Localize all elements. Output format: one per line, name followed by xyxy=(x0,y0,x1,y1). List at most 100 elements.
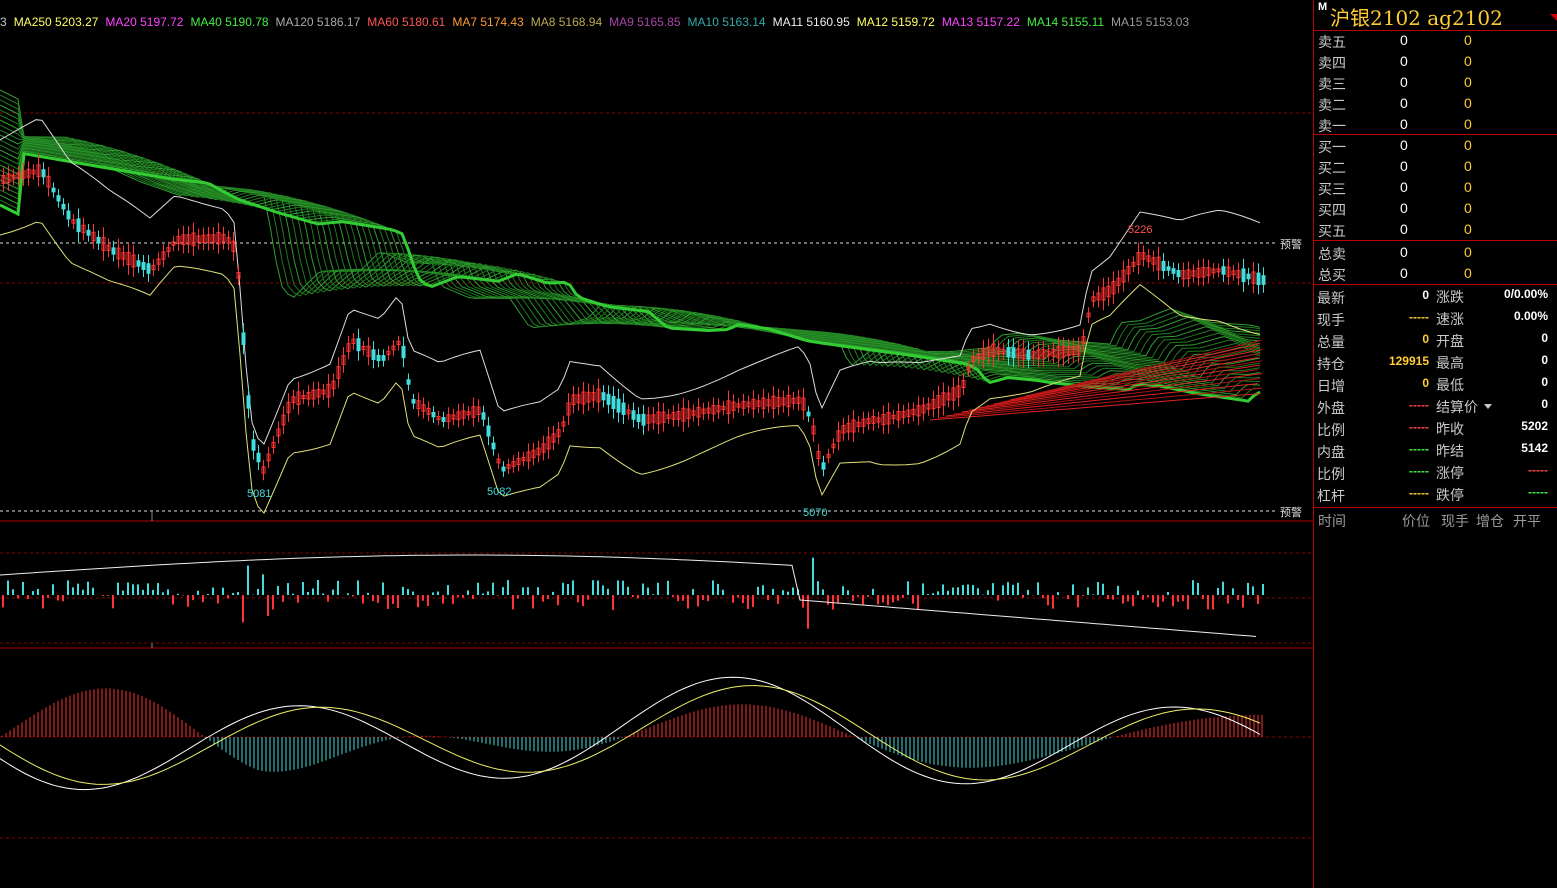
volume-bar xyxy=(1187,595,1189,610)
candle-body xyxy=(86,229,91,236)
order-book-row[interactable]: 卖五 0 0 xyxy=(1314,30,1557,51)
volume-bar xyxy=(967,584,969,595)
order-book-row[interactable]: 卖三 0 0 xyxy=(1314,72,1557,93)
volume-bar xyxy=(32,591,34,595)
volume-bar xyxy=(22,581,24,595)
ma-ribbon-line xyxy=(937,387,1263,419)
volume-bar xyxy=(562,582,564,595)
candle-body xyxy=(921,404,926,414)
volume-bar xyxy=(172,595,174,605)
candle-body xyxy=(981,348,986,360)
candle-body xyxy=(936,395,941,408)
candle-body xyxy=(861,418,866,427)
candle-body xyxy=(261,466,266,474)
volume-bar xyxy=(887,595,889,606)
candle-body xyxy=(351,338,356,344)
volume-bar xyxy=(42,595,44,609)
order-book-row[interactable]: 买二 0 0 xyxy=(1314,156,1557,177)
chevron-down-icon[interactable] xyxy=(1484,404,1492,409)
candle-body xyxy=(321,389,326,395)
order-book-row[interactable]: 总卖 0 0 xyxy=(1314,242,1557,263)
candle-body xyxy=(1161,260,1166,272)
candle-body xyxy=(846,422,851,433)
order-book-row[interactable]: 买一 0 0 xyxy=(1314,135,1557,156)
level-label: 卖五 xyxy=(1318,34,1346,50)
volume-bar xyxy=(217,595,219,604)
volume-bar xyxy=(742,595,744,604)
volume-bar xyxy=(672,595,674,597)
ma-ribbon-line xyxy=(1033,339,1263,395)
volume-bar xyxy=(377,595,379,603)
volume-bar xyxy=(862,595,864,605)
volume-bar xyxy=(1007,582,1009,595)
candle-body xyxy=(711,405,716,415)
volume-bar xyxy=(627,586,629,595)
stat-label: 比例 xyxy=(1317,466,1345,482)
candle-body xyxy=(546,436,551,450)
candle-body xyxy=(366,345,371,357)
volume-bar xyxy=(447,585,449,595)
candle-body xyxy=(696,406,701,418)
candle-body xyxy=(406,379,411,385)
candle-body xyxy=(1131,261,1136,267)
volume-bar xyxy=(1137,590,1139,595)
volume-bar xyxy=(1182,595,1184,602)
macd-dea-line xyxy=(0,685,1261,785)
candle-body xyxy=(166,247,171,253)
volume-bar xyxy=(1107,595,1109,600)
candle-body xyxy=(1091,296,1096,302)
volume-bar xyxy=(167,589,169,595)
candle-body xyxy=(731,401,736,411)
contract-title-bar[interactable]: M 沪银2102 ag2102 xyxy=(1314,0,1557,31)
ma-legend-item: MA120 5186.17 xyxy=(275,15,361,29)
candle-body xyxy=(1106,285,1111,298)
alert-line-label[interactable]: 预警 xyxy=(1280,239,1302,251)
volume-bar xyxy=(37,588,39,595)
ma-legend-item: 3 xyxy=(0,15,7,29)
stat-value: ----- xyxy=(1409,464,1429,478)
stat-value: ----- xyxy=(1409,398,1429,412)
stat-label: 比例 xyxy=(1317,422,1345,438)
volume-bar xyxy=(682,595,684,601)
stat-label: 跌停 xyxy=(1436,487,1464,503)
order-book-row[interactable]: 总买 0 0 xyxy=(1314,263,1557,284)
order-book-row[interactable]: 买五 0 0 xyxy=(1314,219,1557,240)
order-book-row[interactable]: 卖四 0 0 xyxy=(1314,51,1557,72)
candle-body xyxy=(1221,266,1226,275)
ma-legend-item: MA15 5153.03 xyxy=(1111,15,1190,29)
candle-body xyxy=(431,411,436,418)
candle-body xyxy=(636,414,641,423)
candle-body xyxy=(1171,268,1176,274)
kline-chart-area[interactable]: 3 MA250 5203.27 MA20 5197.72 MA40 5190.78 MA… xyxy=(0,0,1313,888)
order-book-row[interactable]: 卖二 0 0 xyxy=(1314,93,1557,114)
ma-ribbon-line xyxy=(985,360,1263,407)
volume-bar xyxy=(7,580,9,595)
level-volume: 0 xyxy=(1464,265,1472,281)
candle-body xyxy=(681,407,686,422)
order-book-row[interactable]: 买四 0 0 xyxy=(1314,198,1557,219)
candle-body xyxy=(656,411,661,425)
volume-bar xyxy=(712,580,714,595)
stat-value: 0.00% xyxy=(1513,309,1548,323)
candle-body xyxy=(251,439,256,451)
candle-body xyxy=(271,441,276,449)
ma-ribbon-line xyxy=(1025,343,1261,397)
alert-line-label[interactable]: 预警 xyxy=(1280,507,1302,519)
volume-bar xyxy=(502,587,504,595)
order-book-row[interactable]: 买三 0 0 xyxy=(1314,177,1557,198)
volume-bar xyxy=(962,584,964,595)
order-book-row[interactable]: 卖一 0 0 xyxy=(1314,114,1557,135)
chart-canvas[interactable] xyxy=(0,0,1313,888)
candle-body xyxy=(491,442,496,450)
candle-body xyxy=(626,409,631,415)
candle-body xyxy=(16,172,21,179)
candle-body xyxy=(1256,272,1261,286)
volume-bar xyxy=(207,593,209,595)
volume-bar xyxy=(802,595,804,608)
volume-bar xyxy=(162,592,164,595)
volume-bar xyxy=(1257,595,1259,604)
candle-body xyxy=(481,412,486,420)
quote-stat: 昨结 5142 xyxy=(1436,438,1548,460)
ma-ribbon-line xyxy=(0,148,1261,390)
level-price: 0 xyxy=(1400,221,1408,237)
